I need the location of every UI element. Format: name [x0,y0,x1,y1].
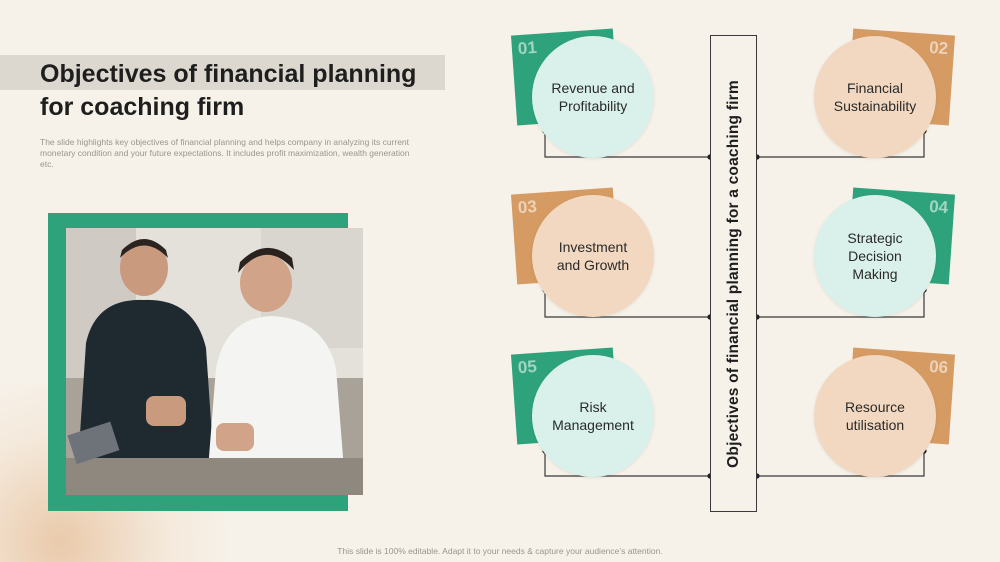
objective-circle-05: Risk Management [532,355,654,477]
objective-circle-03: Investment and Growth [532,195,654,317]
title-band [0,55,445,90]
objective-circle-02: Financial Sustainability [814,36,936,158]
objective-circle-06: Resource utilisation [814,355,936,477]
central-title-text: Objectives of financial planning for a c… [724,79,742,468]
objective-circle-04: Strategic Decision Making [814,195,936,317]
footer-note: This slide is 100% editable. Adapt it to… [337,546,663,556]
page-title: Objectives of financial planning for coa… [40,60,417,121]
objective-circle-01: Revenue and Profitability [532,36,654,158]
slide-description: The slide highlights key objectives of f… [40,137,410,169]
business-meeting-photo [66,228,363,495]
central-title-box: Objectives of financial planning for a c… [710,35,757,512]
